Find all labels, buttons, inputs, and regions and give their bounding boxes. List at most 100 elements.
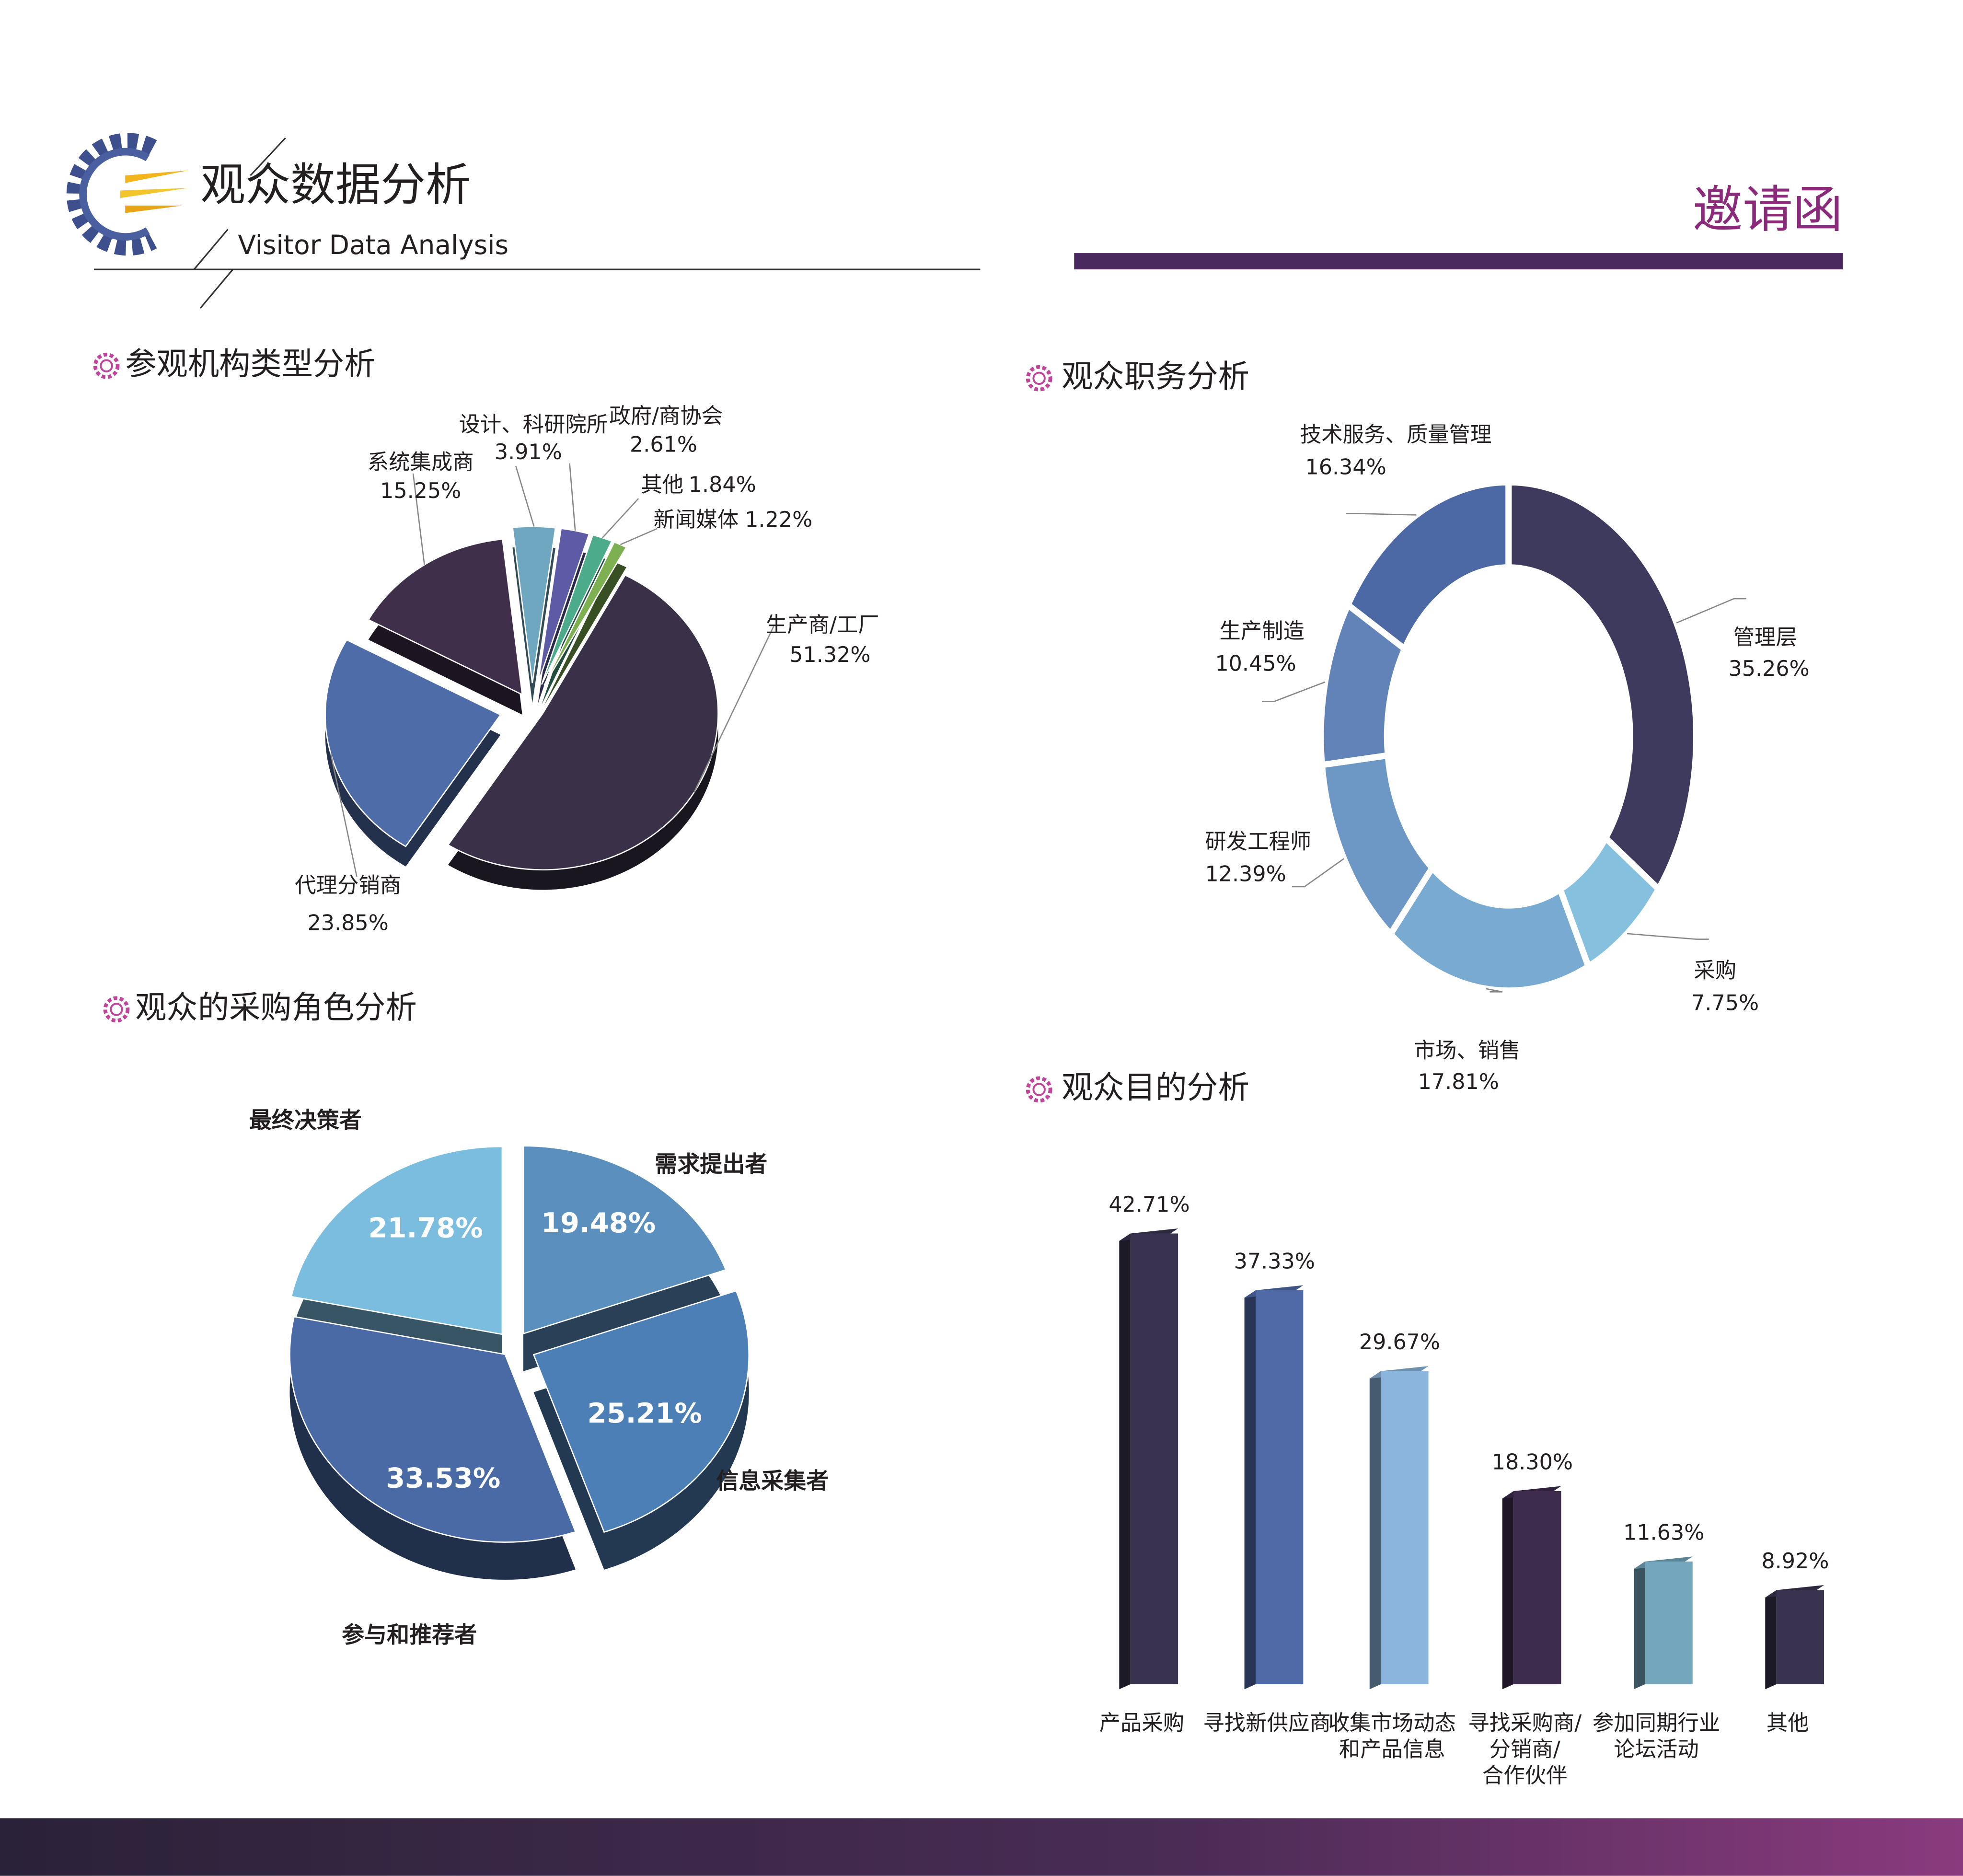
category-label: 技术服务、质量管理 <box>1300 422 1492 447</box>
bar-side <box>1119 1233 1131 1690</box>
slice <box>290 1146 503 1335</box>
value-label: 2.61% <box>630 432 697 457</box>
leader-line <box>412 473 425 565</box>
leader-line <box>1627 933 1709 940</box>
category-label: 代理分销商 <box>295 873 401 898</box>
header-bar <box>1074 253 1843 270</box>
category-label: 信息采集者 <box>716 1468 829 1494</box>
donut-segment <box>1344 479 1512 654</box>
category-label: 寻找新供应商 <box>1203 1711 1330 1735</box>
bar <box>1513 1491 1561 1684</box>
value-label: 25.21% <box>588 1397 702 1429</box>
slice <box>543 541 627 686</box>
page-subtitle: Visitor Data Analysis <box>238 230 508 260</box>
donut-segment <box>1505 479 1700 894</box>
section-icon <box>1028 367 1051 390</box>
value-label: 21.78% <box>369 1212 483 1244</box>
bar-side <box>1633 1561 1645 1690</box>
value-label: 7.75% <box>1691 991 1759 1015</box>
header-slash <box>193 229 229 270</box>
category-label: 生产商/工厂 <box>766 613 879 637</box>
bar <box>1381 1371 1429 1684</box>
leader-line <box>1346 513 1417 516</box>
category-label: 参与和推荐者 <box>342 1622 477 1648</box>
category-label: 其他 <box>1767 1711 1809 1735</box>
section-icon <box>95 355 118 377</box>
slice-side <box>544 562 626 706</box>
bar <box>1256 1290 1304 1684</box>
category-label: 新闻媒体 <box>654 508 739 532</box>
leader-line <box>515 465 535 527</box>
slice <box>537 528 590 684</box>
bar <box>1645 1561 1693 1684</box>
value-label: 11.63% <box>1623 1520 1704 1545</box>
pie <box>289 1145 750 1580</box>
leader-line <box>330 753 358 877</box>
value-label: 1.22% <box>745 508 812 532</box>
slice <box>289 1316 577 1543</box>
value-label: 35.26% <box>1728 657 1809 681</box>
value-label: 19.48% <box>541 1207 656 1239</box>
category-label: 设计、科研院所 <box>459 413 608 437</box>
leader-line <box>1676 598 1747 624</box>
pie <box>324 526 719 890</box>
bar-side <box>1244 1290 1256 1690</box>
logo <box>66 133 188 256</box>
bar-side <box>1765 1590 1777 1690</box>
value-label: 12.39% <box>1205 862 1286 886</box>
bar-side <box>1369 1371 1381 1690</box>
category-label: 生产制造 <box>1219 619 1305 644</box>
value-label: 51.32% <box>789 643 870 667</box>
value-label: 23.85% <box>308 911 389 935</box>
category-label: 寻找采购商/分销商/合作伙伴 <box>1468 1711 1582 1788</box>
footer-band <box>0 1818 1963 1876</box>
value-label: 15.25% <box>380 479 461 503</box>
category-label: 采购 <box>1694 959 1736 983</box>
leader-line <box>1292 858 1344 888</box>
slice <box>522 1145 727 1335</box>
category-label: 最终决策者 <box>249 1107 362 1134</box>
value-label: 42.71% <box>1109 1193 1189 1217</box>
value-label: 18.30% <box>1492 1450 1573 1474</box>
section-title: 观众的采购角色分析 <box>135 989 417 1026</box>
section-title: 观众目的分析 <box>1062 1069 1249 1106</box>
section-icon <box>1028 1078 1051 1101</box>
category-label: 参加同期行业论坛活动 <box>1593 1711 1720 1761</box>
section-title: 参观机构类型分析 <box>125 346 375 382</box>
leader-line <box>1486 988 1502 993</box>
leader-line <box>693 625 774 793</box>
bar-side <box>1502 1491 1514 1690</box>
slice <box>532 1290 750 1533</box>
section-title: 观众职务分析 <box>1062 358 1249 394</box>
badge: 邀请函 <box>1693 180 1843 239</box>
category-label: 管理层 <box>1733 625 1797 650</box>
header-slash <box>199 269 234 309</box>
category-label: 研发工程师 <box>1205 829 1311 854</box>
category-label: 收集市场动态和产品信息 <box>1328 1711 1456 1761</box>
category-label: 系统集成商 <box>368 450 474 475</box>
value-label: 37.33% <box>1234 1249 1315 1274</box>
slice <box>324 639 502 847</box>
value-label: 1.84% <box>689 473 756 497</box>
value-label: 3.91% <box>495 440 562 464</box>
donut-segment <box>1386 862 1593 994</box>
leader-line <box>620 528 658 545</box>
slice <box>511 526 556 683</box>
value-label: 29.67% <box>1359 1330 1440 1355</box>
value-label: 16.34% <box>1305 455 1386 479</box>
category-label: 需求提出者 <box>655 1151 767 1178</box>
header-slash <box>250 137 286 176</box>
value-label: 17.81% <box>1418 1070 1499 1094</box>
category-label: 产品采购 <box>1099 1711 1185 1735</box>
category-label: 其他 <box>641 473 683 497</box>
page-title: 观众数据分析 <box>200 159 471 211</box>
bar <box>1776 1590 1824 1684</box>
leader-line <box>1262 681 1326 702</box>
leader-line <box>569 463 576 531</box>
category-label: 政府/商协会 <box>609 404 723 428</box>
value-label: 8.92% <box>1761 1549 1829 1574</box>
category-label: 市场、销售 <box>1414 1039 1521 1063</box>
value-label: 33.53% <box>386 1462 500 1494</box>
